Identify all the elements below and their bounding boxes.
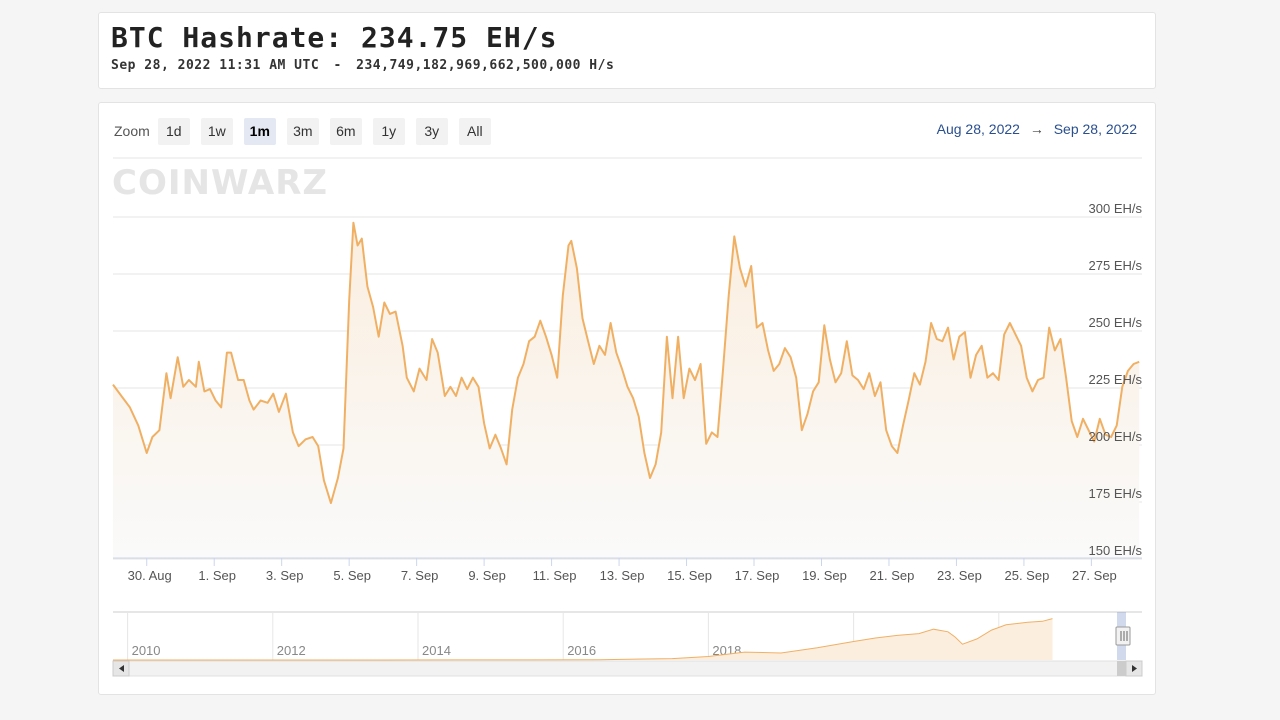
x-tick-label: 25. Sep [1005, 568, 1050, 583]
y-tick-label: 225 EH/s [1089, 372, 1143, 387]
x-tick-label: 7. Sep [401, 568, 439, 583]
navigator-handle[interactable] [1115, 626, 1131, 646]
zoom-1w-button[interactable]: 1w [200, 117, 233, 145]
navigator-area [113, 618, 1053, 660]
coinwarz-watermark: COINWARZ [112, 163, 328, 203]
navigator-line [113, 618, 1053, 661]
zoom-6m-button[interactable]: 6m [329, 117, 362, 145]
x-tick-label: 30. Aug [128, 568, 172, 583]
zoom-1d-button[interactable]: 1d [157, 117, 190, 145]
navigator-year-label: 2016 [567, 643, 596, 658]
x-axis: 30. Aug 1. Sep 3. Sep 5. Sep 7. Sep 9. Sep 11.… [128, 558, 1117, 583]
zoom-label: Zoom [114, 123, 150, 139]
arrow-left-icon [119, 665, 124, 672]
x-tick-label: 5. Sep [333, 568, 371, 583]
x-tick-label: 15. Sep [667, 568, 712, 583]
y-tick-label: 300 EH/s [1089, 201, 1143, 216]
date-range: Aug 28, 2022 → Sep 28, 2022 [937, 121, 1137, 137]
x-tick-label: 27. Sep [1072, 568, 1117, 583]
y-tick-label: 150 EH/s [1089, 543, 1143, 558]
navigator-year-label: 2012 [277, 643, 306, 658]
scrollbar-track[interactable] [112, 660, 1143, 677]
navigator-year-label: 2010 [132, 643, 161, 658]
zoom-1y-button[interactable]: 1y [372, 117, 405, 145]
range-to-input[interactable]: Sep 28, 2022 [1053, 121, 1137, 137]
header-card: BTC Hashrate: 234.75 EH/s Sep 28, 2022 1… [98, 12, 1156, 89]
timestamp: Sep 28, 2022 11:31 AM UTC [111, 58, 320, 73]
x-tick-label: 11. Sep [533, 568, 577, 583]
page-subtitle: Sep 28, 2022 11:31 AM UTC - 234,749,182,… [111, 58, 614, 73]
y-tick-label: 175 EH/s [1089, 486, 1143, 501]
x-tick-label: 19. Sep [802, 568, 847, 583]
arrow-right-icon [1132, 665, 1137, 672]
zoom-all-button[interactable]: All [458, 117, 491, 145]
zoom-3m-button[interactable]: 3m [286, 117, 319, 145]
x-tick-label: 17. Sep [735, 568, 780, 583]
scrollbar-thumb[interactable] [1117, 661, 1126, 676]
x-tick-label: 23. Sep [937, 568, 982, 583]
x-tick-label: 21. Sep [870, 568, 915, 583]
plot-area [112, 221, 1142, 559]
navigator-year-label: 2014 [422, 643, 451, 658]
y-axis: 150 EH/s 175 EH/s 200 EH/s 225 EH/s 250 EH/s… [1089, 201, 1143, 558]
zoom-bar: Zoom 1d 1w 1m 3m 6m 1y 3y All [114, 117, 502, 145]
x-tick-label: 13. Sep [600, 568, 645, 583]
x-tick-label: 9. Sep [468, 568, 506, 583]
range-from-input[interactable]: Aug 28, 2022 [936, 121, 1020, 137]
series-line [112, 221, 1140, 505]
page-title: BTC Hashrate: 234.75 EH/s [111, 21, 558, 54]
navigator[interactable]: 2010201220142016201820202022 [112, 611, 1143, 677]
x-tick-label: 1. Sep [198, 568, 236, 583]
y-tick-label: 275 EH/s [1089, 258, 1143, 273]
hashrate-hs: 234,749,182,969,662,500,000 H/s [356, 58, 615, 73]
x-tick-label: 3. Sep [266, 568, 304, 583]
arrow-right-icon: → [1029, 121, 1044, 137]
separator: - [333, 58, 342, 73]
y-tick-label: 250 EH/s [1089, 315, 1143, 330]
zoom-1m-button[interactable]: 1m [243, 117, 276, 145]
y-tick-label: 200 EH/s [1089, 429, 1143, 444]
series-area [113, 222, 1140, 558]
zoom-3y-button[interactable]: 3y [415, 117, 448, 145]
